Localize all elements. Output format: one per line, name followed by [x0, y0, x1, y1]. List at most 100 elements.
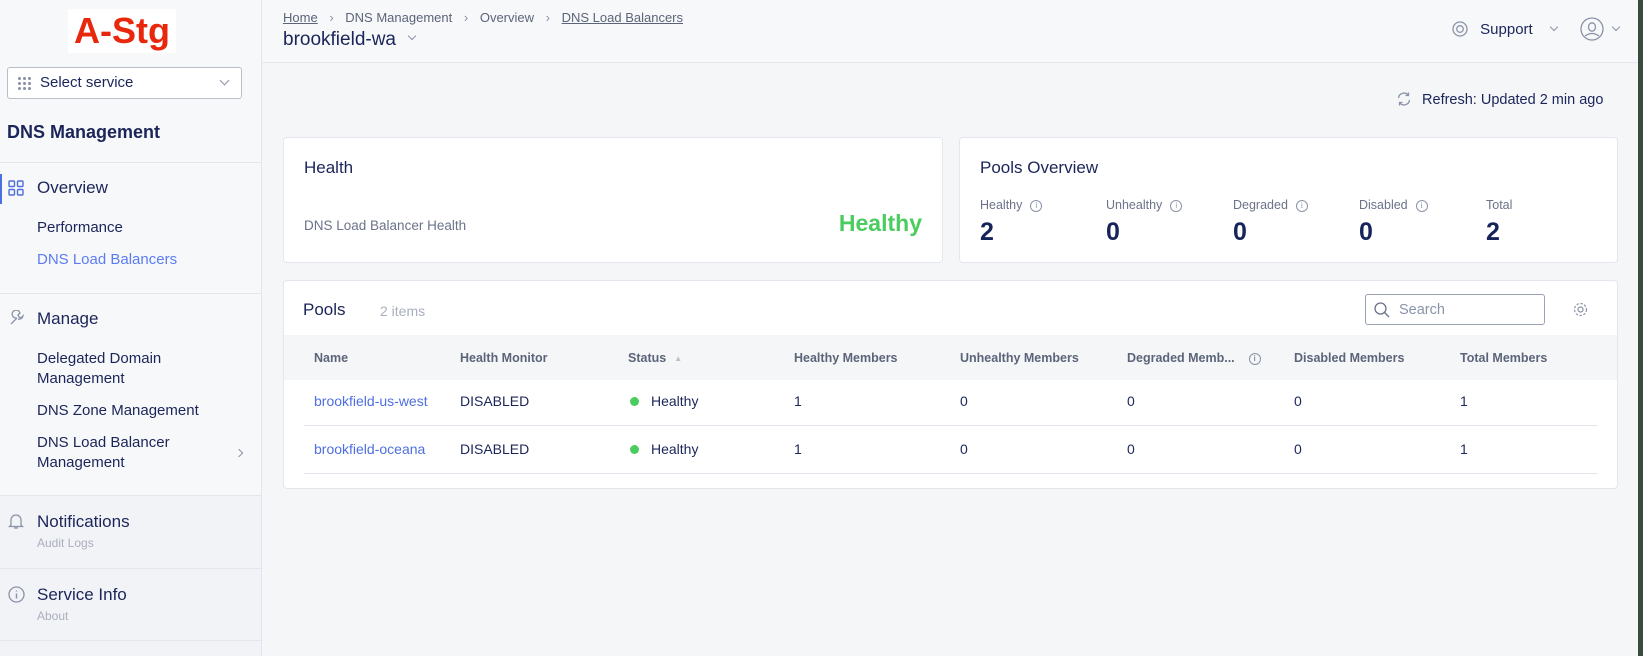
chevron-down-icon	[1611, 22, 1621, 32]
info-icon[interactable]: i	[1170, 200, 1183, 212]
breadcrumb-separator: ›	[329, 10, 334, 25]
sidebar-item-delegated-domain[interactable]: Delegated Domain Management	[37, 350, 162, 387]
stat-label: Total	[1486, 198, 1513, 212]
info-icon[interactable]: i	[1415, 200, 1428, 212]
unhealthy-members: 0	[960, 441, 968, 457]
sidebar-item-about[interactable]: About	[37, 609, 69, 623]
stat-disabled: Disabled i 0	[1359, 198, 1428, 247]
search-icon	[1374, 302, 1390, 318]
sort-icon[interactable]: ▲	[674, 354, 683, 363]
sidebar-item-audit-logs[interactable]: Audit Logs	[37, 536, 94, 550]
logo: A-Stg	[68, 9, 176, 53]
unhealthy-members: 0	[960, 393, 968, 409]
pools-count: 2 items	[380, 303, 426, 319]
sidebar-item-dns-load-balancers[interactable]: DNS Load Balancers	[37, 251, 178, 268]
status: Healthy	[630, 441, 698, 457]
sidebar-item-dns-lb-management[interactable]: DNS Load Balancer Management	[37, 434, 170, 471]
active-indicator	[0, 174, 2, 204]
breadcrumb-separator: ›	[463, 10, 469, 25]
breadcrumb-separator: ›	[545, 10, 550, 25]
stat-label: Healthy	[980, 198, 1023, 212]
sidebar-item-dns-zone[interactable]: DNS Zone Management	[37, 402, 199, 419]
grid-icon	[8, 180, 24, 196]
chevron-down-icon	[1549, 22, 1559, 32]
user-menu[interactable]	[1580, 17, 1621, 46]
col-healthy-members[interactable]: Healthy Members	[794, 351, 898, 365]
wrench-icon	[10, 310, 25, 325]
chevron-right-icon	[234, 448, 244, 458]
stat-value: 0	[1106, 218, 1120, 246]
info-icon[interactable]: i	[1030, 200, 1043, 212]
chevron-down-icon	[408, 31, 417, 41]
support-label: Support	[1480, 21, 1533, 38]
chevron-down-icon	[219, 75, 230, 86]
grid-dots-icon	[17, 76, 31, 90]
col-status-label: Status	[628, 351, 667, 365]
pools-overview-title: Pools Overview	[980, 158, 1099, 177]
breadcrumb-home[interactable]: Home	[283, 10, 318, 25]
status: Healthy	[630, 393, 698, 409]
stat-total: Total 2	[1486, 198, 1512, 247]
pools-overview-card: Pools Overview Healthy i 2 Unhealthy i 0 Deg…	[959, 137, 1618, 263]
service-select[interactable]: Select service	[7, 67, 242, 99]
sidebar-item-performance[interactable]: Performance	[37, 219, 123, 236]
col-disabled-members[interactable]: Disabled Members	[1294, 351, 1405, 365]
col-status[interactable]: Status ▲	[628, 351, 682, 365]
stat-unhealthy: Unhealthy i 0	[1106, 198, 1183, 247]
col-total-members[interactable]: Total Members	[1460, 351, 1548, 365]
total-members: 1	[1460, 393, 1468, 409]
col-unhealthy-members[interactable]: Unhealthy Members	[960, 351, 1079, 365]
col-name[interactable]: Name	[314, 351, 349, 365]
stat-healthy: Healthy i 2	[980, 198, 1043, 247]
bell-icon	[8, 514, 24, 529]
sidebar-item-manage[interactable]: Manage	[37, 309, 99, 328]
sidebar-item-overview[interactable]: Overview	[37, 178, 108, 197]
pool-name-link[interactable]: brookfield-us-west	[314, 393, 428, 409]
search-placeholder: Search	[1399, 302, 1445, 318]
refresh-status: Refresh: Updated 2 min ago	[1422, 92, 1604, 108]
healthy-members: 1	[794, 393, 802, 409]
pools-title: Pools	[303, 300, 346, 319]
degraded-members: 0	[1127, 441, 1135, 457]
sidebar-item-service-info[interactable]: Service Info	[37, 585, 127, 604]
lifebuoy-icon	[1452, 21, 1468, 37]
stat-label: Disabled	[1359, 198, 1408, 212]
breadcrumb-dns-management: DNS Management	[345, 10, 453, 25]
stat-value: 2	[1486, 218, 1500, 246]
disabled-members: 0	[1294, 393, 1302, 409]
refresh-icon	[1397, 92, 1411, 106]
page-title-dropdown[interactable]: brookfield-wa	[283, 29, 417, 51]
support-menu[interactable]: Support	[1452, 21, 1559, 38]
page-title: brookfield-wa	[283, 29, 396, 50]
search-input[interactable]: Search	[1365, 294, 1545, 325]
table-header	[284, 335, 1617, 380]
breadcrumb-overview: Overview	[479, 10, 535, 25]
breadcrumb-dns-load-balancers[interactable]: DNS Load Balancers	[561, 10, 684, 25]
col-degraded-label: Degraded Memb...	[1127, 351, 1235, 365]
user-avatar-icon	[1580, 17, 1604, 41]
info-icon[interactable]: i	[1295, 200, 1308, 212]
breadcrumb: Home › DNS Management › Overview › DNS L…	[283, 10, 683, 25]
stat-label: Unhealthy	[1106, 198, 1163, 212]
health-title: Health	[304, 158, 354, 177]
healthy-members: 1	[794, 441, 802, 457]
pool-name-link[interactable]: brookfield-oceana	[314, 441, 426, 457]
col-degraded-members[interactable]: Degraded Memb... i	[1127, 351, 1261, 365]
gear-icon[interactable]	[1572, 301, 1589, 318]
sidebar-item-notifications[interactable]: Notifications	[37, 512, 130, 531]
col-health-monitor[interactable]: Health Monitor	[460, 351, 548, 365]
stat-value: 2	[980, 218, 994, 246]
stat-value: 0	[1233, 218, 1247, 246]
health-value: Healthy	[838, 210, 922, 236]
degraded-members: 0	[1127, 393, 1135, 409]
info-icon	[8, 586, 25, 603]
health-card: Health DNS Load Balancer Health Healthy	[283, 137, 943, 263]
status-dot	[630, 445, 639, 454]
stat-value: 0	[1359, 218, 1373, 246]
sidebar: A-Stg Select service DNS Management Over…	[0, 0, 262, 656]
service-select-label: Select service	[40, 74, 134, 91]
health-label: DNS Load Balancer Health	[304, 218, 467, 233]
status-dot	[630, 397, 639, 406]
refresh-button[interactable]: Refresh: Updated 2 min ago	[1396, 91, 1603, 108]
info-icon[interactable]: i	[1248, 353, 1261, 365]
